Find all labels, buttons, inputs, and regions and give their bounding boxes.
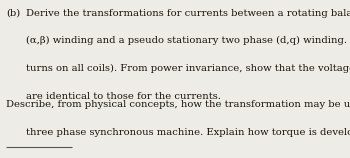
Text: (α,β) winding and a pseudo stationary two phase (d,q) winding. (assume equal: (α,β) winding and a pseudo stationary tw… [26, 36, 350, 46]
Text: Derive the transformations for currents between a rotating balanced two phase: Derive the transformations for currents … [26, 9, 350, 18]
Text: are identical to those for the currents.: are identical to those for the currents. [26, 92, 221, 101]
Text: Describe, from physical concepts, how the transformation may be used to represen: Describe, from physical concepts, how th… [6, 100, 350, 109]
Text: (b): (b) [6, 9, 21, 18]
Text: turns on all coils). From power invariance, show that the voltage transformation: turns on all coils). From power invarian… [26, 64, 350, 73]
Text: three phase synchronous machine. Explain how torque is developed.: three phase synchronous machine. Explain… [26, 128, 350, 137]
